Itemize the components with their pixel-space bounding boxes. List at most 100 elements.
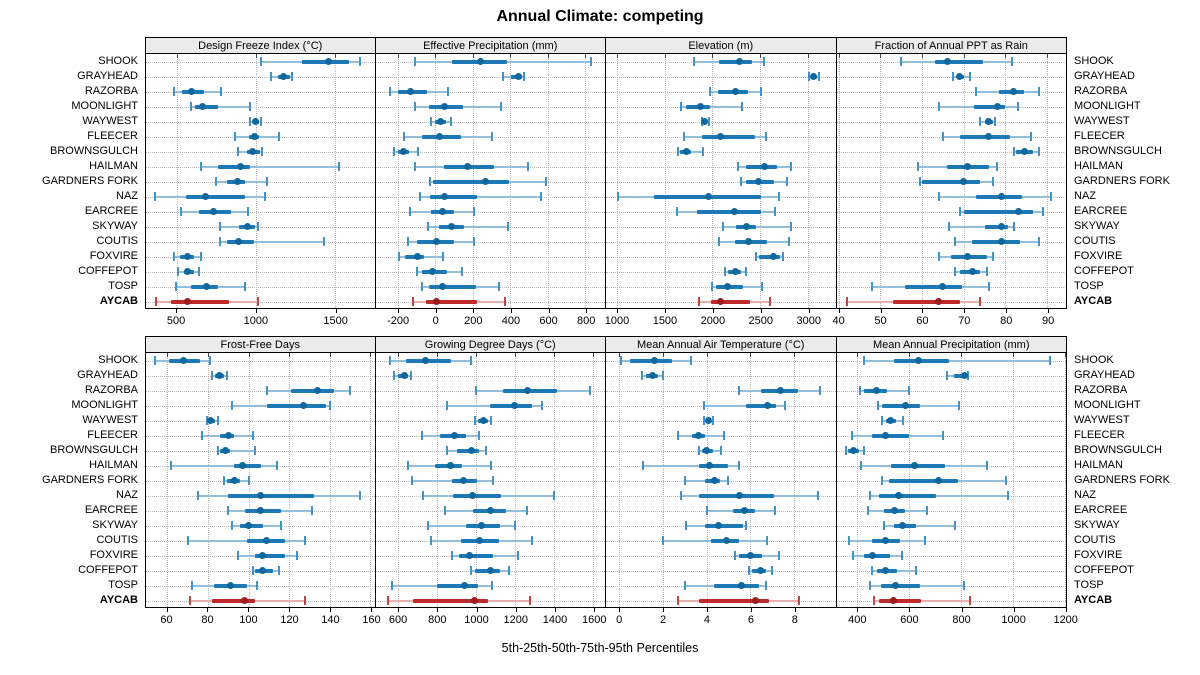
panel-title: Mean Annual Air Temperature (°C) <box>637 339 805 351</box>
whisker-cap <box>954 521 957 530</box>
axis-tick-mark <box>176 309 178 313</box>
site-label: BROWNSGULCH <box>1074 444 1163 456</box>
whisker-cap <box>501 72 504 81</box>
axis-tick-label: 80 <box>201 614 214 626</box>
median-dot <box>683 148 691 155</box>
axis-tick-mark <box>909 608 911 612</box>
site-label: COFFEPOT <box>78 265 138 277</box>
box-25-75 <box>698 463 729 468</box>
whisker-cap <box>844 446 847 455</box>
whisker-cap <box>176 267 179 276</box>
whisker-cap <box>200 431 203 440</box>
median-dot <box>735 58 743 65</box>
whisker-cap <box>924 536 927 545</box>
site-label: WAYWEST <box>82 115 138 127</box>
row-gridline <box>375 375 605 377</box>
whisker-cap <box>175 282 178 291</box>
site-label: EARCREE <box>84 205 138 217</box>
row-gridline <box>146 375 375 377</box>
panel-body <box>835 54 1067 309</box>
box-25-75 <box>905 284 962 289</box>
whisker-cap <box>514 521 517 530</box>
row-gridline <box>836 435 1066 437</box>
median-dot <box>432 298 440 305</box>
axis-tick-mark <box>515 608 517 612</box>
panel-title: Elevation (m) <box>688 40 754 52</box>
whisker-cap <box>680 491 683 500</box>
whisker-cap <box>925 506 928 515</box>
median-dot <box>892 582 900 589</box>
x-axis: 1000 1500 2000 2500 3000 <box>605 309 837 333</box>
whisker-cap <box>259 57 262 66</box>
site-label: HAILMAN <box>89 459 138 471</box>
whisker-cap <box>1042 207 1045 216</box>
median-dot <box>650 357 658 364</box>
median-dot <box>935 477 943 484</box>
tick-gridline <box>616 54 618 308</box>
site-label: SKYWAY <box>1074 220 1120 232</box>
whisker-cap <box>490 132 493 141</box>
row-gridline <box>836 211 1066 213</box>
panel-body <box>145 353 376 608</box>
median-dot <box>752 597 760 604</box>
axis-tick-label: 80 <box>1000 315 1013 327</box>
whisker-cap <box>443 506 446 515</box>
median-dot <box>235 238 242 245</box>
panels-area: Design Freeze Index (°C) Effective Precip… <box>0 37 1200 632</box>
tick-mark-top <box>510 54 512 58</box>
whisker-cap <box>916 162 919 171</box>
axis-tick-mark <box>594 608 596 612</box>
corner-spacer <box>0 608 145 632</box>
median-dot <box>441 193 449 200</box>
median-dot <box>985 133 993 140</box>
tick-gridline <box>1064 353 1066 607</box>
row-gridline <box>375 91 605 93</box>
median-dot <box>717 298 724 305</box>
median-dot <box>250 133 258 140</box>
whisker-cap <box>883 521 886 530</box>
median-dot <box>886 417 894 424</box>
axis-tick-mark <box>617 309 619 313</box>
axis-tick-mark <box>961 608 963 612</box>
whisker-cap <box>739 177 742 186</box>
box-25-75 <box>879 598 921 603</box>
median-dot <box>314 387 322 394</box>
median-dot <box>209 208 217 215</box>
row-gridline <box>606 390 836 392</box>
median-dot <box>510 402 518 409</box>
axis-tick-label: 800 <box>952 614 971 626</box>
whisker-cap <box>1037 147 1040 156</box>
axis-tick-label: 0 <box>432 315 439 327</box>
axis-tick-label: 6 <box>747 614 754 626</box>
axis-tick-label: 140 <box>321 614 340 626</box>
whisker-cap <box>784 401 787 410</box>
whisker-cap <box>506 222 509 231</box>
axis-tick-label: 50 <box>874 315 887 327</box>
median-dot <box>868 552 876 559</box>
row-gridline <box>606 570 836 572</box>
site-label: GARDNERS FORK <box>42 175 138 187</box>
tick-mark-top <box>909 353 911 357</box>
whisker-cap <box>421 431 424 440</box>
median-dot <box>964 163 972 170</box>
whisker-cap <box>710 282 713 291</box>
whisker-cap <box>740 102 743 111</box>
median-dot <box>901 402 909 409</box>
panel-row-2: Frost-Free Days Growing Degree Days (°C) M… <box>0 336 1200 632</box>
panel-body <box>835 353 1067 608</box>
axis-tick-mark <box>922 309 924 313</box>
whisker-cap <box>489 416 492 425</box>
site-label: RAZORBA <box>84 85 138 97</box>
whisker-cap <box>173 252 176 261</box>
tick-mark-top <box>397 353 399 357</box>
axis-tick-label: 800 <box>577 315 596 327</box>
axis-tick-label: 200 <box>464 315 483 327</box>
whisker-cap <box>470 566 473 575</box>
row-gridline <box>146 390 375 392</box>
axis-tick-mark <box>510 309 512 313</box>
median-dot <box>259 567 267 574</box>
whisker-cap <box>948 222 951 231</box>
median-dot <box>188 88 196 95</box>
whisker-cap <box>790 162 793 171</box>
median-dot <box>465 552 473 559</box>
